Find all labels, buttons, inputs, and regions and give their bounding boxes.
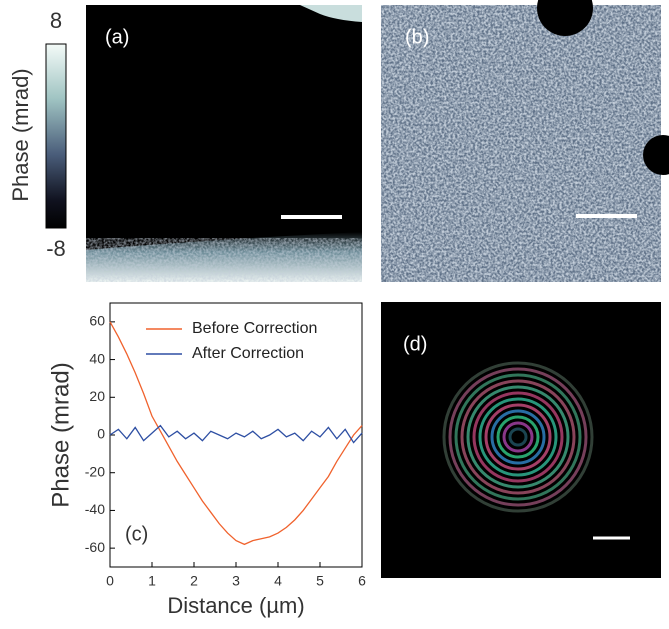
- colorbar-tick-label: -8: [46, 236, 66, 261]
- series-line: [109, 424, 363, 444]
- colorbar: [45, 43, 67, 229]
- colorbar-tick-label: 8: [50, 8, 62, 33]
- y-tick-label: 40: [89, 350, 105, 366]
- y-tick-label: 20: [89, 388, 105, 404]
- x-tick-label: 1: [148, 573, 156, 589]
- x-tick-label: 0: [106, 573, 114, 589]
- panel-label: (d): [403, 333, 427, 355]
- y-tick-label: 0: [97, 426, 105, 442]
- panel-b: [381, 0, 669, 282]
- x-tick-label: 2: [190, 573, 198, 589]
- y-tick-label: -20: [85, 463, 105, 479]
- x-tick-label: 6: [358, 573, 366, 589]
- y-tick-label: 60: [89, 313, 105, 329]
- panel-d: [381, 302, 661, 578]
- panel-label: (a): [105, 26, 129, 48]
- panel-a: [86, 5, 362, 282]
- y-axis-label: Phase (mrad): [47, 362, 74, 507]
- y-tick-label: -40: [85, 501, 105, 517]
- annotation: (c): [125, 523, 148, 545]
- colorbar-label: Phase (mrad): [8, 68, 33, 201]
- x-tick-label: 5: [316, 573, 324, 589]
- series-line: [109, 321, 363, 546]
- legend-label: After Correction: [192, 345, 304, 362]
- x-tick-label: 3: [232, 573, 240, 589]
- panel-label: (b): [405, 26, 429, 48]
- y-tick-label: -60: [85, 539, 105, 555]
- legend-label: Before Correction: [192, 320, 317, 337]
- x-tick-label: 4: [274, 573, 282, 589]
- x-axis-label: Distance (µm): [167, 593, 304, 618]
